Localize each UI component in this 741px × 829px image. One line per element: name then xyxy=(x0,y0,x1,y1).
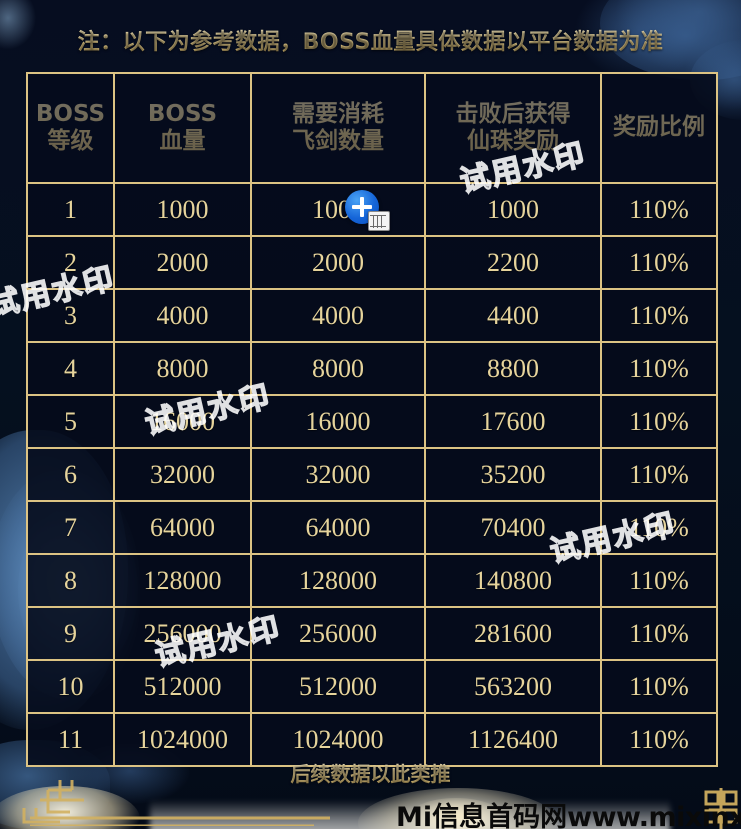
table-row: 1 1000 1000 1000 110% xyxy=(26,182,718,237)
cell-level: 3 xyxy=(26,288,115,343)
cell-sword-cost: 16000 xyxy=(250,394,426,449)
table-row: 5 16000 16000 17600 110% xyxy=(26,394,718,449)
cell-level: 2 xyxy=(26,235,115,290)
header-reward-ratio-line1: 奖励比例 xyxy=(613,114,705,141)
cell-reward-ratio: 110% xyxy=(600,500,718,555)
cell-pearl-reward: 2200 xyxy=(424,235,602,290)
cell-reward-ratio: 110% xyxy=(600,659,718,714)
page-title: 注：以下为参考数据，BOSS血量具体数据以平台数据为准 xyxy=(0,24,741,56)
table-header-row: BOSS 等级 BOSS 血量 需要消耗 飞剑数量 击败后获得 仙珠奖励 xyxy=(26,72,718,184)
cell-pearl-reward: 35200 xyxy=(424,447,602,502)
cell-sword-cost: 512000 xyxy=(250,659,426,714)
cell-level: 8 xyxy=(26,553,115,608)
header-pearl-reward-line2: 仙珠奖励 xyxy=(467,128,559,154)
table-row: 4 8000 8000 8800 110% xyxy=(26,341,718,396)
table-row: 11 1024000 1024000 1126400 110% xyxy=(26,712,718,767)
glow-orb-left xyxy=(0,786,140,829)
cell-level: 9 xyxy=(26,606,115,661)
header-boss-level-line2: 等级 xyxy=(47,128,94,154)
cell-pearl-reward: 140800 xyxy=(424,553,602,608)
cell-reward-ratio: 110% xyxy=(600,712,718,767)
cell-pearl-reward: 70400 xyxy=(424,500,602,555)
cell-hp: 256000 xyxy=(113,606,252,661)
table-row: 7 64000 64000 70400 110% xyxy=(26,500,718,555)
cell-reward-ratio: 110% xyxy=(600,341,718,396)
cell-hp: 32000 xyxy=(113,447,252,502)
cell-pearl-reward: 1126400 xyxy=(424,712,602,767)
cell-sword-cost: 128000 xyxy=(250,553,426,608)
cell-sword-cost: 2000 xyxy=(250,235,426,290)
header-sword-cost-line1: 需要消耗 xyxy=(292,100,384,127)
cell-level: 1 xyxy=(26,182,115,237)
cell-reward-ratio: 110% xyxy=(600,288,718,343)
header-sword-cost: 需要消耗 飞剑数量 xyxy=(250,72,426,184)
table-row: 2 2000 2000 2200 110% xyxy=(26,235,718,290)
cell-level: 6 xyxy=(26,447,115,502)
cell-hp: 64000 xyxy=(113,500,252,555)
cell-sword-cost: 1000 xyxy=(250,182,426,237)
cell-hp: 1000 xyxy=(113,182,252,237)
cell-level: 4 xyxy=(26,341,115,396)
cell-hp: 2000 xyxy=(113,235,252,290)
boss-table-container: BOSS 等级 BOSS 血量 需要消耗 飞剑数量 击败后获得 仙珠奖励 xyxy=(26,72,718,767)
cell-hp: 4000 xyxy=(113,288,252,343)
cell-pearl-reward: 8800 xyxy=(424,341,602,396)
site-domain: www.mixinxi.com xyxy=(567,802,741,829)
footnote: 后续数据以此类推 xyxy=(0,758,741,787)
cell-reward-ratio: 110% xyxy=(600,447,718,502)
cell-reward-ratio: 110% xyxy=(600,553,718,608)
cell-pearl-reward: 281600 xyxy=(424,606,602,661)
boss-reward-table: BOSS 等级 BOSS 血量 需要消耗 飞剑数量 击败后获得 仙珠奖励 xyxy=(26,72,718,767)
cell-sword-cost: 8000 xyxy=(250,341,426,396)
cell-sword-cost: 32000 xyxy=(250,447,426,502)
table-row: 8 128000 128000 140800 110% xyxy=(26,553,718,608)
cell-sword-cost: 256000 xyxy=(250,606,426,661)
cell-reward-ratio: 110% xyxy=(600,235,718,290)
cell-reward-ratio: 110% xyxy=(600,606,718,661)
cell-hp: 1024000 xyxy=(113,712,252,767)
header-boss-hp-line1: BOSS xyxy=(147,100,218,127)
cell-reward-ratio: 110% xyxy=(600,394,718,449)
cell-reward-ratio: 110% xyxy=(600,182,718,237)
cell-pearl-reward: 4400 xyxy=(424,288,602,343)
cell-pearl-reward: 1000 xyxy=(424,182,602,237)
table-row: 10 512000 512000 563200 110% xyxy=(26,659,718,714)
header-pearl-reward-line1: 击败后获得 xyxy=(455,100,571,127)
cell-hp: 8000 xyxy=(113,341,252,396)
cell-sword-cost: 64000 xyxy=(250,500,426,555)
site-watermark-banner: Mi信息首码网www.mixinxi.com xyxy=(396,795,741,829)
header-boss-level-line1: BOSS xyxy=(35,100,106,127)
table-row: 3 4000 4000 4400 110% xyxy=(26,288,718,343)
site-brand-name: Mi信息首码网 xyxy=(396,802,568,829)
cell-pearl-reward: 17600 xyxy=(424,394,602,449)
cell-level: 10 xyxy=(26,659,115,714)
header-boss-hp-line2: 血量 xyxy=(159,128,206,154)
cell-level: 5 xyxy=(26,394,115,449)
header-reward-ratio: 奖励比例 xyxy=(600,72,718,184)
table-row: 9 256000 256000 281600 110% xyxy=(26,606,718,661)
cell-sword-cost: 1024000 xyxy=(250,712,426,767)
cell-pearl-reward: 563200 xyxy=(424,659,602,714)
cell-hp: 512000 xyxy=(113,659,252,714)
header-pearl-reward: 击败后获得 仙珠奖励 xyxy=(424,72,602,184)
table-body: 1 1000 1000 1000 110% 2 2000 2000 2200 110% 3 4000 4… xyxy=(26,182,718,767)
cell-hp: 16000 xyxy=(113,394,252,449)
cell-hp: 128000 xyxy=(113,553,252,608)
cell-level: 11 xyxy=(26,712,115,767)
header-boss-level: BOSS 等级 xyxy=(26,72,115,184)
cell-level: 7 xyxy=(26,500,115,555)
cell-sword-cost: 4000 xyxy=(250,288,426,343)
header-sword-cost-line2: 飞剑数量 xyxy=(292,128,384,154)
header-boss-hp: BOSS 血量 xyxy=(113,72,252,184)
table-row: 6 32000 32000 35200 110% xyxy=(26,447,718,502)
